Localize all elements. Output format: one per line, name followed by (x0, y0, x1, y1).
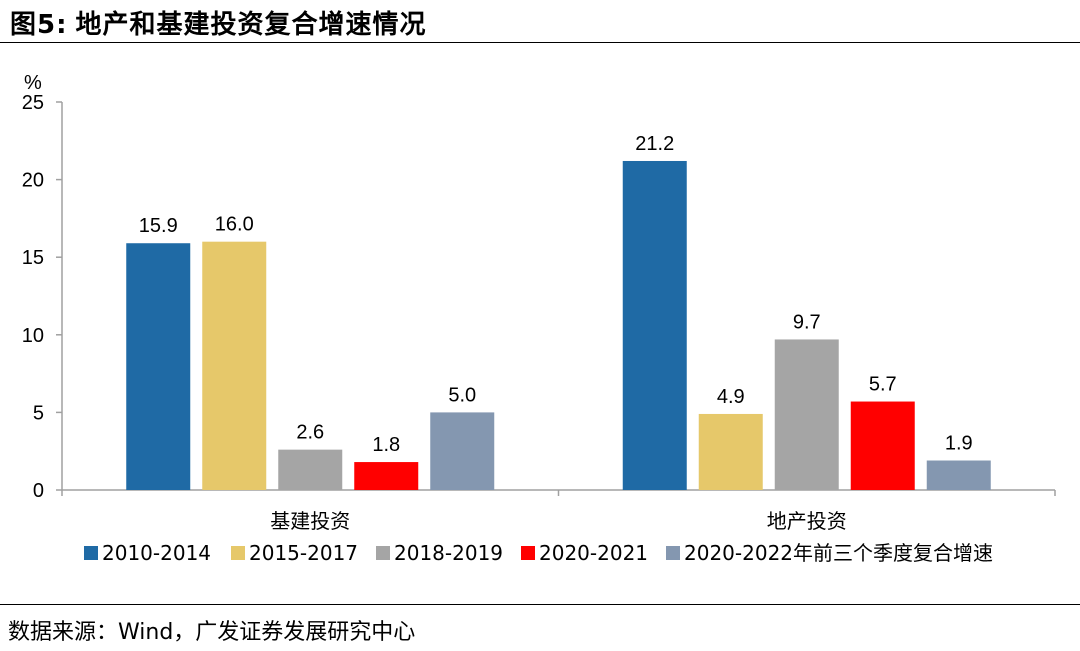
figure-title-text: 地产和基建投资复合增速情况 (75, 10, 427, 40)
bar (202, 241, 267, 490)
bar-value-label: 5.7 (869, 374, 897, 396)
bar (430, 412, 495, 490)
source-text: Wind，广发证券发展研究中心 (118, 620, 416, 645)
source-note: 数据来源：Wind，广发证券发展研究中心 (8, 614, 415, 646)
legend-swatch (521, 546, 535, 560)
bar-chart: % 0 5 10 15 20 25 15.9 16.0 2.6 1.8 5.0 21.2 4.9 9.7… (22, 72, 1056, 565)
bar-value-label: 16.0 (215, 214, 254, 236)
bar-value-label: 1.9 (945, 433, 973, 455)
y-tick-label: 5 (33, 402, 44, 424)
bar-series: 15.9 16.0 2.6 1.8 5.0 21.2 4.9 9.7 5.7 1.9 (126, 133, 991, 490)
bar (774, 339, 839, 490)
bar (698, 413, 763, 490)
bar (278, 449, 343, 490)
bar-value-label: 1.8 (372, 434, 400, 456)
legend-swatch (231, 546, 245, 560)
y-tick-label: 0 (33, 480, 44, 502)
bar-value-label: 15.9 (139, 215, 178, 237)
y-tick-label: 20 (22, 170, 44, 192)
legend-swatch (376, 546, 390, 560)
bar (850, 401, 915, 490)
y-tick-label: 15 (22, 247, 44, 269)
x-axis-categories: 基建投资 地产投资 (270, 509, 847, 533)
title-divider (0, 42, 1080, 43)
legend-label: 2018-2019 (394, 541, 503, 565)
chart-legend: 2010-2014 2015-2017 2018-2019 2020-2021 2020… (84, 541, 993, 565)
x-category-label: 基建投资 (270, 509, 350, 533)
source-label: 数据来源： (8, 620, 119, 645)
bar-value-label: 5.0 (448, 384, 476, 406)
y-axis-ticks: 0 5 10 15 20 25 (22, 92, 62, 502)
bar (354, 462, 419, 490)
source-divider (0, 604, 1080, 605)
bar-value-label: 21.2 (635, 133, 674, 155)
y-tick-label: 10 (22, 325, 44, 347)
legend-label: 2020-2021 (539, 541, 648, 565)
legend-swatch (84, 546, 98, 560)
legend-swatch (666, 546, 680, 560)
figure-title: 图5: 地产和基建投资复合增速情况 (10, 4, 427, 41)
legend-label: 2015-2017 (249, 541, 358, 565)
bar-value-label: 4.9 (717, 386, 745, 408)
bar (126, 243, 191, 490)
y-axis-unit-label: % (24, 72, 42, 94)
figure-number: 图5: (10, 10, 68, 40)
legend-label: 2010-2014 (102, 541, 211, 565)
bar (622, 160, 687, 490)
x-category-label: 地产投资 (767, 509, 847, 533)
bar (926, 460, 991, 490)
bar-value-label: 2.6 (296, 422, 324, 444)
y-tick-label: 25 (22, 92, 44, 114)
bar-value-label: 9.7 (793, 311, 821, 333)
legend-label: 2020-2022年前三个季度复合增速 (684, 541, 993, 565)
